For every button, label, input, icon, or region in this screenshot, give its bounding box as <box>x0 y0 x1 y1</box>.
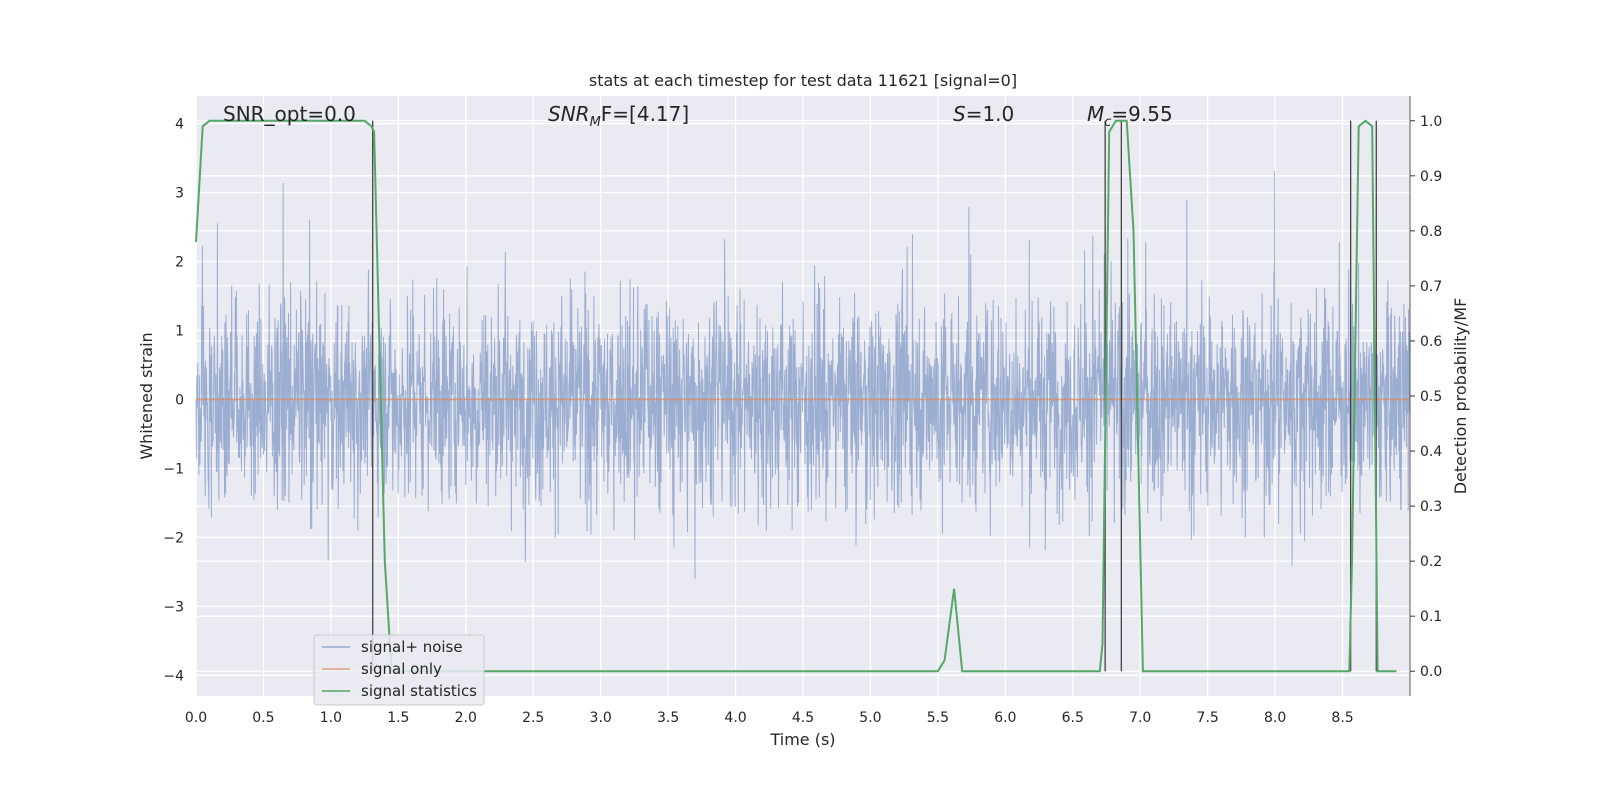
noise-line <box>195 171 1411 579</box>
y2-tick-label: 0.3 <box>1420 499 1442 515</box>
x-tick-label: 1.0 <box>320 710 342 726</box>
y2-tick-label: 0.8 <box>1420 224 1442 240</box>
x-axis-label: Time (s) <box>769 730 835 749</box>
y2-tick-label: 0.7 <box>1420 279 1442 295</box>
y-tick-label: 2 <box>175 255 184 271</box>
y2-tick-label: 0.2 <box>1420 554 1442 570</box>
y2-tick-label: 0.1 <box>1420 609 1442 625</box>
x-tick-label: 7.0 <box>1129 710 1151 726</box>
y-tick-label: 0 <box>175 392 184 408</box>
statistics-line <box>195 119 1397 673</box>
y2-tick-label: 0.5 <box>1420 389 1442 405</box>
annotation-snr-mf: SNRMF=[4.17] <box>548 102 689 130</box>
x-tick-label: 6.5 <box>1062 710 1084 726</box>
y-tick-label: −4 <box>163 668 184 684</box>
x-tick-label: 5.0 <box>859 710 881 726</box>
y2-tick-label: 0.4 <box>1420 444 1442 460</box>
y-tick-label: 1 <box>175 323 184 339</box>
x-tick-label: 8.0 <box>1264 710 1286 726</box>
series-signal-statistics <box>195 119 1397 673</box>
y-tick-label: −1 <box>163 461 184 477</box>
chart-title: stats at each timestep for test data 116… <box>589 71 1017 90</box>
y-axis-label: Whitened strain <box>137 332 156 459</box>
legend-label-statistics: signal statistics <box>361 682 477 700</box>
annotation-mc: Mc=9.55 <box>1087 102 1173 130</box>
legend-label-signal-only: signal only <box>361 660 442 678</box>
legend: signal+ noise signal only signal statist… <box>313 634 485 706</box>
series-signal-plus-noise <box>195 171 1411 579</box>
x-tick-label: 2.5 <box>522 710 544 726</box>
y2-tick-label: 1.0 <box>1420 114 1442 130</box>
y2-tick-label: 0.6 <box>1420 334 1442 350</box>
legend-box <box>313 634 485 706</box>
annotation-snr-opt: SNR_opt=0.0 <box>223 102 356 126</box>
x-tick-label: 3.0 <box>590 710 612 726</box>
y-tick-label: 4 <box>175 117 184 133</box>
x-tick-label: 0.5 <box>252 710 274 726</box>
x-tick-label: 2.0 <box>455 710 477 726</box>
x-tick-label: 8.5 <box>1331 710 1353 726</box>
legend-label-noise: signal+ noise <box>361 638 463 656</box>
x-tick-label: 7.5 <box>1197 710 1219 726</box>
x-tick-label: 6.0 <box>994 710 1016 726</box>
x-tick-labels: 0.0 0.5 1.0 1.5 2.0 2.5 3.0 3.5 4.0 4.5 5.0 5.5 6.0 6… <box>185 710 1354 726</box>
y2-axis-label: Detection probability/MF <box>1451 298 1470 495</box>
y2-tick-labels: 0.0 0.1 0.2 0.3 0.4 0.5 0.6 0.7 0.8 0.9 1.0 <box>1409 96 1442 696</box>
x-tick-label: 3.5 <box>657 710 679 726</box>
x-tick-label: 4.5 <box>792 710 814 726</box>
y2-tick-label: 0.9 <box>1420 169 1442 185</box>
y-tick-label: −2 <box>163 530 184 546</box>
x-tick-label: 4.0 <box>724 710 746 726</box>
y-tick-label: 3 <box>175 186 184 202</box>
annotation-s: S=1.0 <box>953 102 1014 126</box>
x-tick-label: 5.5 <box>927 710 949 726</box>
x-tick-label: 0.0 <box>185 710 207 726</box>
x-tick-label: 1.5 <box>387 710 409 726</box>
y-tick-label: −3 <box>163 599 184 615</box>
y2-tick-label: 0.0 <box>1420 664 1442 680</box>
y-tick-labels: −4 −3 −2 −1 0 1 2 3 4 <box>163 117 184 685</box>
